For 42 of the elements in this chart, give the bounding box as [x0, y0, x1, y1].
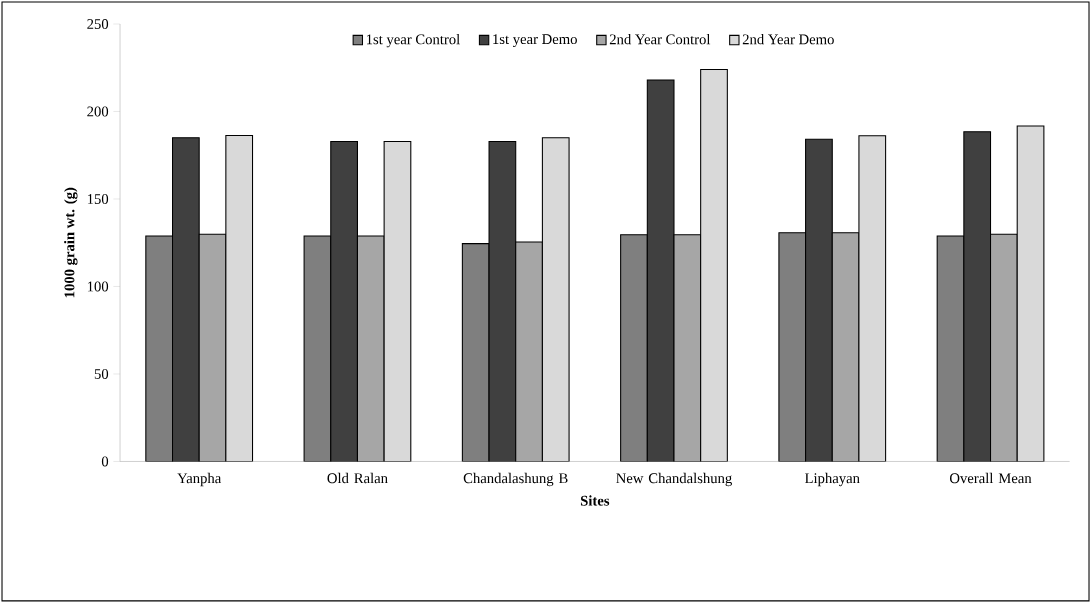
y-tick-label: 0 [101, 456, 109, 467]
x-tick-label: Liphayan [804, 472, 860, 487]
bar [963, 131, 992, 462]
bar [171, 137, 200, 462]
x-tick-label: Overall Mean [949, 472, 1032, 484]
x-tick-label: Chandalashung B [463, 472, 568, 487]
bar [488, 140, 517, 462]
bar [700, 69, 728, 462]
y-tick-label: 150 [87, 194, 109, 205]
legend-label: 2nd Year Control [609, 34, 711, 45]
y-tick-label: 100 [87, 281, 109, 292]
y-tick-label: 250 [87, 19, 109, 30]
bar [515, 241, 543, 462]
bar [989, 233, 1018, 462]
bar [225, 135, 254, 462]
bar [778, 232, 807, 462]
bar [330, 140, 358, 462]
y-axis-title: 1000 grain wt. (g) [64, 187, 78, 298]
y-tick-label: 200 [87, 106, 109, 117]
bar [646, 79, 675, 462]
bar [858, 135, 887, 462]
bar [461, 243, 490, 462]
legend-label: 2nd Year Demo [742, 34, 834, 45]
x-tick-label: Old Ralan [327, 472, 388, 484]
bar [303, 235, 332, 462]
x-tick-label: Yanpha [177, 472, 222, 487]
bar [383, 140, 412, 462]
x-axis-title: Sites [580, 495, 610, 506]
bar [1016, 125, 1045, 462]
bar [831, 232, 860, 462]
bar [936, 235, 965, 462]
x-tick-label: New Chandalshung [616, 472, 732, 487]
bar [673, 234, 702, 462]
bar [620, 234, 648, 462]
legend-label: 1st year Demo [493, 34, 577, 48]
bar [356, 235, 385, 462]
bar [805, 138, 833, 462]
y-tick-label: 50 [94, 369, 109, 380]
bar [541, 137, 570, 462]
bar [198, 233, 227, 462]
bar [145, 235, 174, 462]
legend-label: 1st year Control [366, 34, 460, 48]
